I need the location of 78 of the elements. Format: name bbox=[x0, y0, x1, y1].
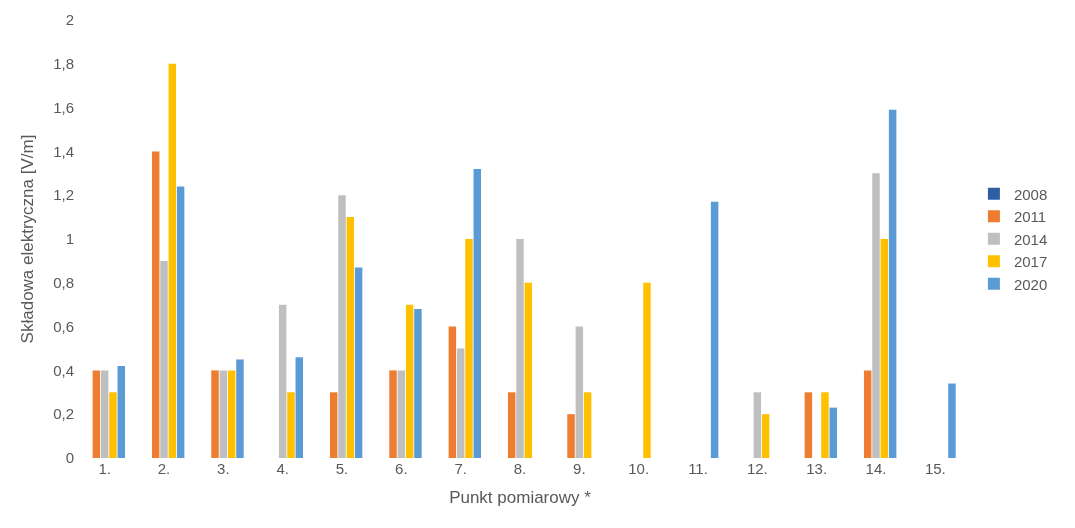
bar bbox=[448, 326, 457, 458]
bar bbox=[278, 304, 287, 458]
bar bbox=[583, 392, 592, 458]
bar bbox=[295, 357, 304, 458]
bar bbox=[338, 195, 346, 458]
bar bbox=[465, 239, 473, 458]
y-tick-label: 1,4 bbox=[53, 142, 74, 160]
x-tick-label: 10. bbox=[628, 460, 650, 477]
bar bbox=[287, 392, 295, 458]
bar bbox=[397, 370, 406, 458]
x-tick-label: 12. bbox=[746, 460, 768, 477]
legend-label: 2020 bbox=[1013, 275, 1048, 293]
y-tick-label: 0,8 bbox=[53, 274, 74, 292]
bar bbox=[354, 267, 363, 458]
bar bbox=[176, 186, 185, 458]
x-tick-label: 15. bbox=[924, 460, 946, 477]
x-tick-label: 3. bbox=[217, 460, 230, 477]
x-tick-label: 9. bbox=[573, 460, 586, 477]
bar bbox=[346, 217, 355, 458]
bar bbox=[236, 359, 244, 458]
x-tick-label: 1. bbox=[98, 460, 111, 477]
legend-label: 2008 bbox=[1013, 185, 1048, 203]
bar bbox=[160, 260, 168, 458]
bar bbox=[948, 383, 956, 458]
bar bbox=[211, 370, 219, 458]
y-tick-label: 0,4 bbox=[53, 361, 74, 379]
y-tick-label: 2 bbox=[65, 11, 74, 29]
bar bbox=[575, 326, 584, 458]
bar bbox=[710, 201, 719, 458]
x-tick-label: 13. bbox=[806, 460, 828, 477]
bar bbox=[567, 414, 575, 458]
y-tick-label: 1,6 bbox=[53, 98, 74, 116]
bar bbox=[863, 370, 872, 458]
bar bbox=[109, 392, 117, 458]
x-axis-title: Punkt pomiarowy * bbox=[449, 488, 592, 508]
legend-label: 2017 bbox=[1013, 253, 1048, 271]
bar bbox=[151, 151, 160, 458]
bar bbox=[507, 392, 516, 458]
bar bbox=[92, 370, 101, 458]
y-tick-label: 1 bbox=[65, 230, 74, 248]
bar bbox=[219, 370, 228, 458]
y-tick-label: 0,2 bbox=[53, 405, 74, 423]
bar bbox=[117, 366, 126, 458]
x-tick-label: 14. bbox=[865, 460, 887, 477]
bar bbox=[227, 370, 236, 458]
bar bbox=[456, 348, 465, 458]
bar bbox=[829, 407, 838, 458]
bar bbox=[888, 109, 897, 458]
bar bbox=[168, 63, 177, 458]
x-tick-label: 4. bbox=[276, 460, 289, 477]
bar bbox=[880, 239, 889, 458]
y-tick-label: 1,8 bbox=[53, 55, 74, 73]
x-tick-label: 6. bbox=[395, 460, 408, 477]
bar bbox=[389, 370, 397, 458]
legend-label: 2014 bbox=[1013, 230, 1048, 248]
bar bbox=[761, 414, 770, 458]
bar bbox=[329, 392, 338, 458]
x-tick-label: 11. bbox=[688, 460, 708, 477]
x-tick-label: 8. bbox=[513, 460, 527, 477]
bar bbox=[516, 239, 524, 458]
y-tick-label: 0,6 bbox=[53, 317, 74, 335]
x-tick-label: 7. bbox=[454, 460, 467, 477]
y-tick-label: 0 bbox=[65, 449, 74, 467]
bar bbox=[821, 392, 829, 458]
x-tick-label: 2. bbox=[157, 460, 171, 477]
bar bbox=[643, 282, 651, 458]
bar bbox=[405, 304, 414, 458]
bar bbox=[804, 392, 813, 458]
bar bbox=[524, 282, 533, 458]
y-axis-title: Składowa elektryczna [V/m] bbox=[17, 134, 37, 344]
y-tick-label: 1,2 bbox=[53, 186, 74, 204]
bar bbox=[414, 309, 422, 458]
bar bbox=[473, 168, 482, 458]
legend-label: 2011 bbox=[1013, 208, 1047, 226]
bar bbox=[872, 173, 880, 458]
bar bbox=[753, 392, 762, 458]
x-tick-label: 5. bbox=[335, 460, 349, 477]
bar bbox=[100, 370, 109, 458]
